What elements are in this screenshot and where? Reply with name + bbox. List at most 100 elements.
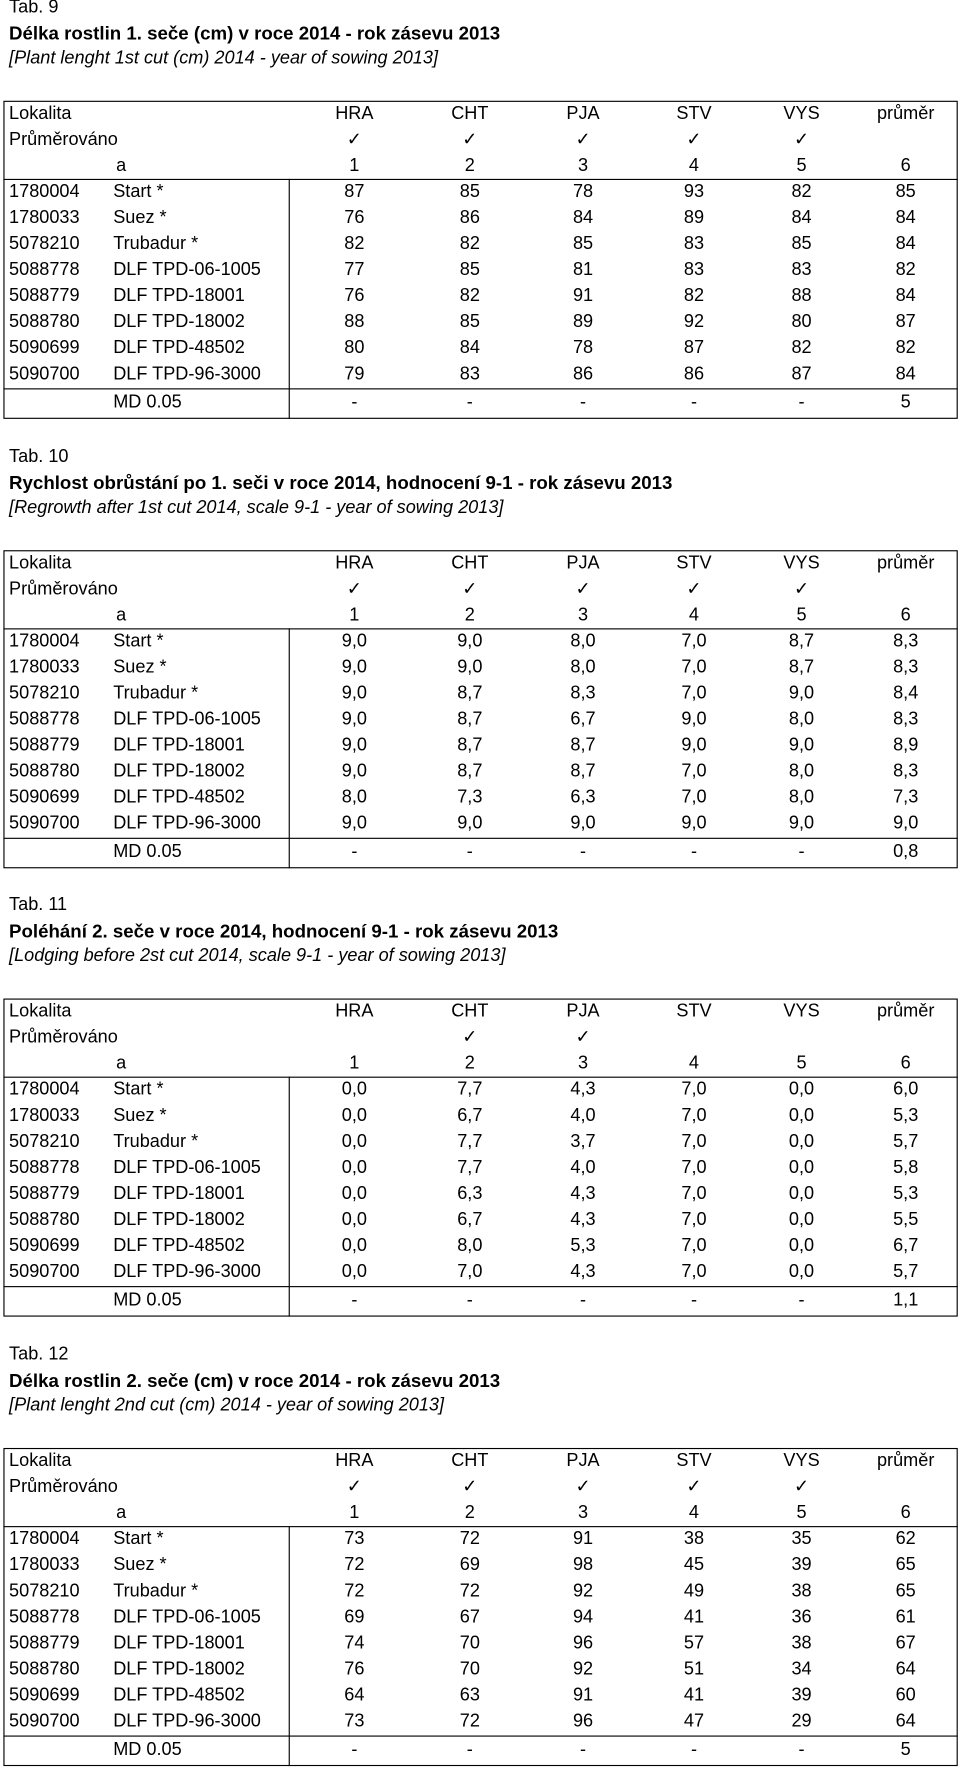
index-cell: 6 <box>900 605 911 625</box>
cell-code: 5088778 <box>9 1607 80 1627</box>
header-cell: Lokalita <box>9 1001 72 1022</box>
index-cell: 6 <box>900 156 911 176</box>
check-mark: ✓ <box>346 1477 362 1497</box>
cell-value: 7,3 <box>457 787 483 807</box>
header-cell: CHT <box>451 1001 489 1022</box>
cell-value: 85 <box>459 182 480 202</box>
cell-value: 82 <box>791 338 812 358</box>
cell-value: 7,0 <box>681 1236 707 1256</box>
cell-value: 8,7 <box>788 631 815 651</box>
table-frame <box>3 100 958 419</box>
cell-value: 8,0 <box>341 787 367 807</box>
cell-code: 5088780 <box>9 312 80 332</box>
rule <box>3 1526 958 1528</box>
index-cell: 1 <box>349 1503 360 1523</box>
cell-value: 45 <box>683 1555 705 1575</box>
check-mark: ✓ <box>346 130 362 150</box>
cell-value: 8,0 <box>570 657 596 677</box>
cell-value: 76 <box>344 286 365 306</box>
cell-value: 4,0 <box>570 1106 596 1126</box>
cell-value: 72 <box>459 1581 480 1601</box>
cell-value: 5,3 <box>893 1106 919 1126</box>
cell-value: 5,7 <box>893 1132 919 1152</box>
index-cell: 2 <box>464 156 475 176</box>
table-title: Délka rostlin 2. seče (cm) v roce 2014 -… <box>9 1370 501 1392</box>
cell-name: Start * <box>113 1529 164 1549</box>
cell-value: 9,0 <box>681 813 707 833</box>
cell-value: 8,7 <box>457 761 483 781</box>
cell-value: 9,0 <box>681 735 707 755</box>
header-cell: STV <box>676 1451 712 1471</box>
cell-code: 5078210 <box>9 234 80 254</box>
cell-value: 8,0 <box>788 761 815 781</box>
cell-code: 5090700 <box>9 813 80 833</box>
header-cell: průměr <box>876 1001 935 1022</box>
md-value: - <box>798 1740 805 1760</box>
table-subtitle: [Plant lenght 1st cut (cm) 2014 - year o… <box>9 48 438 68</box>
cell-value: 6,7 <box>570 709 596 729</box>
cell-value: 5,3 <box>570 1236 596 1256</box>
index-cell: a <box>116 156 127 176</box>
header-cell: VYS <box>783 1451 820 1471</box>
header-cell: HRA <box>335 553 374 573</box>
cell-value: 98 <box>572 1555 594 1575</box>
cell-name: Trubadur * <box>113 1581 199 1601</box>
md-label: MD 0.05 <box>113 1290 182 1310</box>
cell-value: 64 <box>344 1685 365 1705</box>
cell-value: 7,0 <box>681 1184 707 1204</box>
cell-value: 84 <box>895 208 916 228</box>
table-frame <box>3 998 958 1317</box>
cell-value: 64 <box>895 1659 916 1679</box>
index-cell: 5 <box>796 1503 807 1523</box>
cell-code: 1780033 <box>9 1555 80 1575</box>
cell-code: 5090700 <box>9 1711 80 1731</box>
averaged-label: Průměrováno <box>9 1027 118 1048</box>
cell-name: DLF TPD-96-3000 <box>113 1711 261 1731</box>
cell-code: 5090699 <box>9 787 80 807</box>
index-cell: 5 <box>796 156 807 176</box>
cell-code: 5088778 <box>9 1158 80 1178</box>
cell-value: 4,3 <box>570 1210 596 1230</box>
cell-value: 96 <box>572 1711 594 1731</box>
cell-value: 8,7 <box>457 709 483 729</box>
cell-name: DLF TPD-18002 <box>113 1659 245 1679</box>
cell-code: 1780004 <box>9 1529 80 1549</box>
cell-value: 5,8 <box>893 1158 919 1178</box>
cell-value: 8,7 <box>457 683 483 703</box>
cell-value: 84 <box>895 234 916 254</box>
md-label: MD 0.05 <box>113 1740 182 1760</box>
cell-value: 82 <box>459 234 480 254</box>
cell-value: 76 <box>344 1659 365 1679</box>
cell-value: 38 <box>791 1581 812 1601</box>
index-cell: 4 <box>688 156 700 176</box>
cell-value: 72 <box>344 1555 365 1575</box>
rule <box>3 1286 958 1288</box>
cell-name: DLF TPD-06-1005 <box>113 709 261 729</box>
md-value: - <box>466 1740 473 1760</box>
cell-value: 84 <box>572 208 594 228</box>
cell-value: 70 <box>459 1633 480 1653</box>
cell-value: 93 <box>683 182 705 202</box>
table-label: Tab. 10 <box>9 446 69 466</box>
cell-name: Suez * <box>113 208 167 228</box>
cell-value: 9,0 <box>681 709 707 729</box>
index-cell: a <box>116 605 127 625</box>
header-cell: průměr <box>876 104 935 124</box>
cell-value: 82 <box>683 286 705 306</box>
cell-value: 9,0 <box>893 813 919 833</box>
cell-value: 8,3 <box>893 709 919 729</box>
cell-code: 5090700 <box>9 1262 80 1282</box>
cell-value: 78 <box>572 338 594 358</box>
rule <box>3 178 958 181</box>
index-cell: 1 <box>349 156 360 176</box>
cell-name: DLF TPD-18001 <box>113 1633 245 1653</box>
header-cell: Lokalita <box>9 104 72 124</box>
cell-value: 83 <box>683 260 705 280</box>
cell-value: 0,0 <box>341 1262 367 1282</box>
cell-value: 89 <box>572 312 594 332</box>
cell-value: 67 <box>459 1607 480 1627</box>
cell-value: 84 <box>895 286 916 306</box>
cell-code: 1780004 <box>9 1080 80 1100</box>
md-value: - <box>690 1740 697 1760</box>
cell-value: 0,0 <box>788 1106 815 1126</box>
